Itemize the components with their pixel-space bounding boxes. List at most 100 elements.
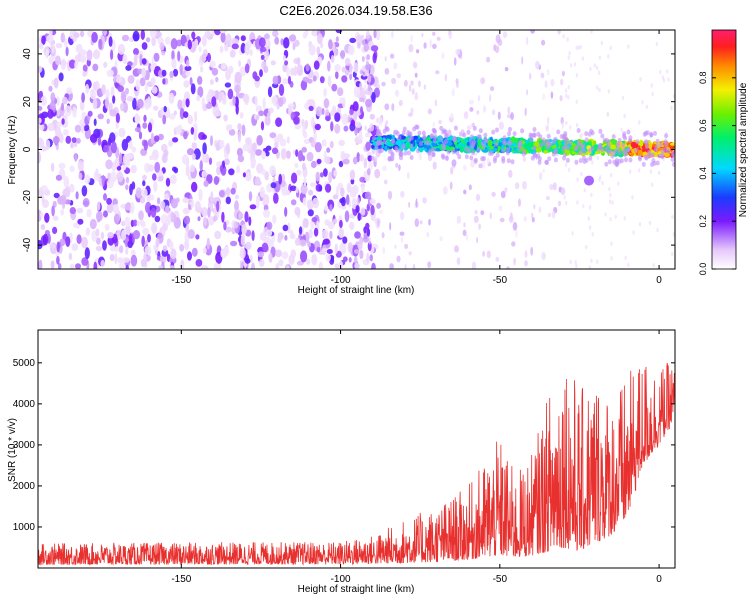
- faint-cell: [530, 30, 535, 34]
- noise-cell: [249, 204, 257, 210]
- faint-cell: [381, 232, 385, 239]
- noise-cell: [179, 244, 185, 252]
- y-tick-label: 3000: [13, 440, 36, 451]
- faint-cell: [624, 255, 627, 261]
- faint-cell: [374, 156, 378, 163]
- faint-cell: [486, 250, 491, 259]
- faint-cell: [552, 182, 557, 191]
- noise-cell: [185, 70, 191, 77]
- faint-cell: [365, 30, 370, 40]
- faint-cell: [574, 260, 577, 265]
- signal-cell: [609, 144, 616, 150]
- faint-cell: [477, 95, 481, 102]
- noise-cell: [296, 169, 302, 176]
- halo-cell: [426, 140, 431, 146]
- noise-cell: [70, 142, 74, 149]
- noise-cell: [120, 103, 124, 112]
- faint-cell: [609, 45, 612, 51]
- halo-cell: [440, 153, 445, 159]
- noise-cell: [357, 212, 361, 221]
- noise-cell: [160, 201, 166, 210]
- noise-cell: [210, 79, 214, 85]
- noise-cell: [315, 171, 320, 182]
- noise-cell: [332, 218, 338, 224]
- noise-cell: [284, 234, 288, 241]
- noise-cell: [325, 183, 332, 193]
- faint-cell: [550, 91, 554, 99]
- halo-cell: [626, 146, 631, 152]
- signal-cell: [405, 141, 411, 149]
- noise-cell: [135, 187, 143, 199]
- faint-cell: [629, 169, 632, 174]
- faint-cell: [530, 246, 534, 256]
- noise-cell: [272, 214, 277, 224]
- noise-cell: [154, 135, 160, 143]
- noise-cell: [118, 127, 126, 138]
- noise-cell: [311, 216, 318, 223]
- faint-cell: [432, 31, 436, 36]
- noise-cell: [196, 94, 201, 102]
- noise-cell: [159, 42, 165, 51]
- faint-cell: [478, 223, 481, 230]
- faint-cell: [607, 89, 611, 94]
- noise-cell: [103, 144, 110, 153]
- noise-cell: [313, 60, 320, 70]
- faint-cell: [547, 212, 552, 218]
- noise-cell: [359, 249, 364, 260]
- noise-cell: [369, 198, 376, 205]
- faint-cell: [456, 215, 461, 224]
- noise-cell: [131, 146, 137, 153]
- noise-cell: [349, 108, 354, 116]
- noise-cell: [183, 215, 190, 225]
- halo-cell: [469, 134, 474, 140]
- faint-cell: [508, 169, 513, 178]
- noise-cell: [96, 201, 101, 211]
- noise-cell: [294, 123, 302, 130]
- faint-cell: [671, 214, 674, 220]
- halo-cell: [602, 137, 607, 143]
- noise-cell: [339, 242, 347, 255]
- faint-cell: [522, 180, 527, 190]
- halo-cell: [606, 143, 611, 149]
- noise-cell: [314, 123, 321, 131]
- noise-cell: [202, 142, 207, 155]
- noise-cell: [40, 95, 47, 107]
- noise-cell: [189, 77, 193, 86]
- x-tick-label: -150: [171, 275, 191, 286]
- halo-cell: [422, 135, 427, 141]
- halo-cell: [495, 127, 499, 133]
- noise-cell: [316, 158, 322, 164]
- noise-cell: [84, 174, 91, 184]
- noise-cell: [130, 164, 137, 174]
- faint-cell: [384, 68, 390, 75]
- halo-cell: [619, 158, 624, 164]
- noise-cell: [158, 265, 164, 269]
- faint-cell: [670, 106, 673, 111]
- faint-cell: [533, 204, 536, 210]
- noise-cell: [213, 207, 217, 216]
- faint-cell: [595, 65, 599, 71]
- halo-cell: [576, 140, 581, 146]
- noise-cell: [361, 184, 365, 194]
- faint-cell: [564, 162, 568, 167]
- halo-cell: [379, 148, 384, 153]
- noise-cell: [161, 50, 166, 56]
- faint-cell: [473, 215, 479, 224]
- x-tick-label: -100: [331, 574, 351, 585]
- noise-cell: [234, 71, 242, 84]
- noise-cell: [84, 247, 90, 260]
- halo-cell: [562, 155, 567, 161]
- noise-cell: [296, 57, 301, 65]
- faint-cell: [620, 127, 623, 132]
- noise-cell: [304, 102, 310, 110]
- signal-cell: [529, 148, 534, 152]
- noise-cell: [121, 229, 127, 241]
- noise-cell: [251, 262, 255, 269]
- noise-cell: [364, 191, 372, 200]
- halo-cell: [650, 152, 655, 158]
- halo-cell: [416, 148, 420, 154]
- noise-cell: [266, 221, 273, 231]
- faint-cell: [394, 89, 400, 97]
- noise-cell: [311, 197, 320, 209]
- noise-cell: [272, 30, 279, 38]
